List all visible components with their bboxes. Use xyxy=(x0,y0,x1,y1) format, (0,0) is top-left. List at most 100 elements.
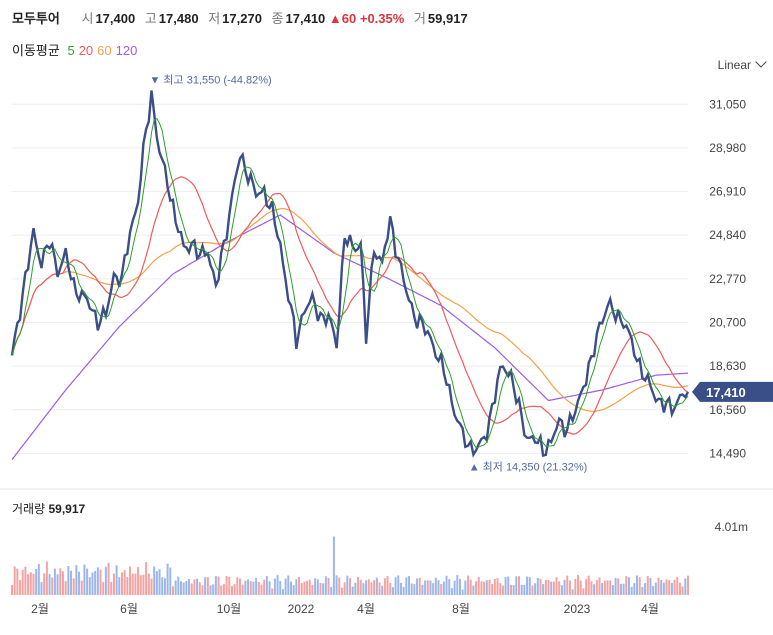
volume-bar xyxy=(220,585,223,595)
volume-bar xyxy=(507,576,510,595)
quote-header: 모두투어 시 17,400 고 17,480 저 17,270 종 17,410 ▲60… xyxy=(12,8,468,27)
volume-bar xyxy=(585,579,588,595)
volume-bar xyxy=(155,571,158,595)
x-tick-label: 2월 xyxy=(31,602,49,616)
change-value: ▲60 xyxy=(328,11,357,26)
volume-bar xyxy=(72,578,75,595)
volume-bar xyxy=(544,579,547,595)
scale-label: Linear xyxy=(717,58,751,72)
volume-bar xyxy=(214,576,217,595)
volume-bar xyxy=(373,580,376,595)
volume-bar xyxy=(477,577,480,595)
volume-bar xyxy=(123,570,126,595)
volume-bar xyxy=(499,583,502,595)
volume-bar xyxy=(349,578,351,595)
volume-bar xyxy=(338,577,341,595)
ma-20: 20 xyxy=(78,43,94,58)
volume-bar xyxy=(424,580,427,595)
volume-bar xyxy=(359,579,362,595)
volume-bar xyxy=(177,576,180,595)
volume-bar xyxy=(209,585,212,595)
volume-bar xyxy=(129,566,132,595)
volume-bar xyxy=(21,569,24,595)
volume-bar xyxy=(174,580,177,595)
x-tick-label: 4월 xyxy=(357,602,375,616)
volume-bar xyxy=(467,575,470,595)
y-tick-label: 26,910 xyxy=(709,185,746,199)
volume-bar xyxy=(228,576,231,595)
y-tick-label: 20,700 xyxy=(709,316,746,330)
price-line xyxy=(10,90,690,458)
volume-bar xyxy=(120,572,123,595)
volume-bar xyxy=(217,576,220,595)
volume-bar xyxy=(386,576,389,595)
volume-bar xyxy=(617,578,620,595)
volume-bar xyxy=(276,575,279,595)
low-annotation: ▲ 최저 14,350 (21.32%) xyxy=(469,460,588,473)
volume-bar xyxy=(37,564,40,595)
open-label: 시 xyxy=(81,11,94,26)
y-tick-label: 28,980 xyxy=(709,141,746,155)
volume-bar xyxy=(126,577,129,595)
volume-bar xyxy=(416,578,419,595)
current-price-text: 17,410 xyxy=(706,385,746,400)
volume-bar xyxy=(27,574,30,595)
volume-bar xyxy=(112,573,115,595)
volume-bar xyxy=(51,577,54,595)
y-tick-label: 18,630 xyxy=(709,359,746,373)
volume-bar xyxy=(593,584,596,595)
volume-bar xyxy=(504,577,507,595)
volume-bar xyxy=(357,577,360,595)
ma20-line xyxy=(11,176,689,435)
volume-bar xyxy=(560,585,563,595)
volume-bar xyxy=(534,583,537,595)
volume-bar xyxy=(684,578,687,595)
volume-bar xyxy=(520,584,523,595)
volume-bar xyxy=(552,581,555,595)
ma5-line xyxy=(11,117,689,449)
ma120-line xyxy=(11,214,689,460)
volume-bar xyxy=(180,581,182,595)
x-tick-label: 10월 xyxy=(217,602,241,616)
volume-bar xyxy=(509,584,512,595)
volume-bar xyxy=(292,585,295,595)
volume-bar xyxy=(163,578,166,595)
volume-bar xyxy=(590,581,593,595)
volume-bar xyxy=(442,581,445,595)
volume-bar xyxy=(595,580,598,595)
volume-bar xyxy=(131,573,134,595)
volume-bar xyxy=(611,585,614,595)
volume-bar xyxy=(445,575,448,595)
volume-bar xyxy=(193,579,196,595)
volume-bar xyxy=(115,565,118,595)
volume-bar xyxy=(206,577,209,595)
volume-bar xyxy=(397,575,400,595)
volume-bar xyxy=(104,566,107,595)
volume-bar xyxy=(340,587,343,595)
scale-selector[interactable]: Linear xyxy=(717,56,767,72)
volume-bar xyxy=(78,571,81,595)
volume-bar xyxy=(687,575,689,595)
volume-bar xyxy=(233,584,236,595)
y-tick-label: 31,050 xyxy=(709,97,746,111)
volume-bar xyxy=(161,577,164,595)
volume-bar xyxy=(550,581,553,595)
volume-value: 59,917 xyxy=(427,11,468,26)
volume-bar xyxy=(665,579,668,595)
volume-bar xyxy=(300,582,303,595)
volume-bar xyxy=(91,572,94,595)
volume-bar xyxy=(332,536,335,595)
volume-bar xyxy=(381,585,384,595)
ma-120: 120 xyxy=(115,43,138,58)
volume-bar xyxy=(515,576,518,595)
volume-bar xyxy=(80,580,83,595)
volume-bar xyxy=(480,581,483,595)
x-tick-label: 6월 xyxy=(120,602,138,616)
volume-bar xyxy=(405,577,408,595)
volume-bar xyxy=(429,580,432,595)
volume-bar xyxy=(598,577,601,595)
volume-bar xyxy=(273,578,276,595)
volume-bar xyxy=(287,575,290,595)
volume-bar xyxy=(145,562,148,595)
